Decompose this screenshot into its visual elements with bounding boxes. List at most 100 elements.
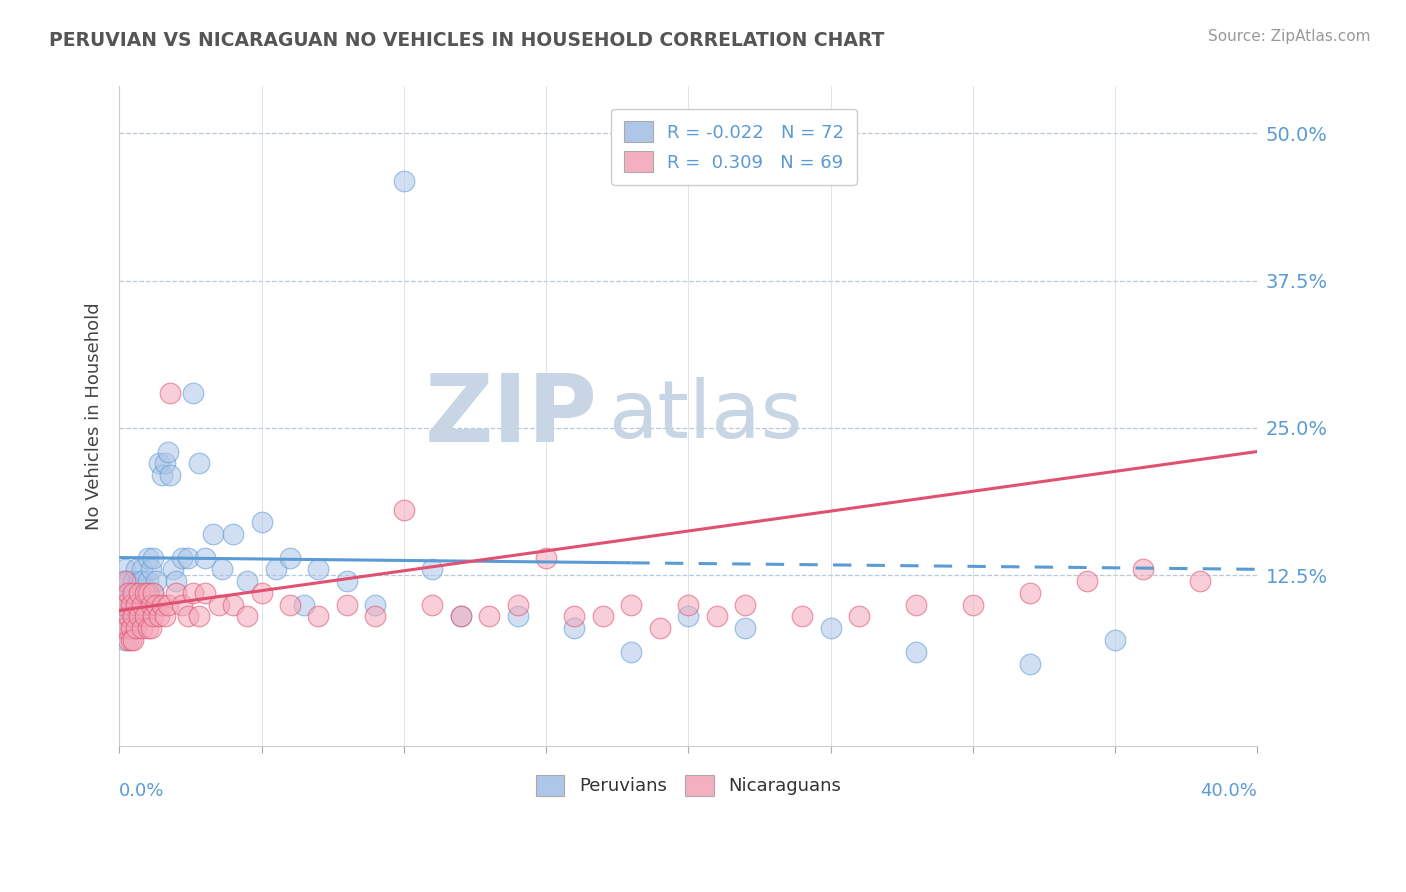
Point bbox=[131, 562, 153, 576]
Point bbox=[904, 645, 927, 659]
Point bbox=[176, 609, 198, 624]
Point bbox=[134, 586, 156, 600]
Point bbox=[1189, 574, 1212, 588]
Point bbox=[156, 598, 179, 612]
Point bbox=[392, 503, 415, 517]
Point bbox=[820, 621, 842, 635]
Point bbox=[114, 574, 136, 588]
Point bbox=[620, 645, 643, 659]
Point bbox=[117, 609, 139, 624]
Point bbox=[136, 621, 159, 635]
Text: PERUVIAN VS NICARAGUAN NO VEHICLES IN HOUSEHOLD CORRELATION CHART: PERUVIAN VS NICARAGUAN NO VEHICLES IN HO… bbox=[49, 31, 884, 50]
Point bbox=[202, 527, 225, 541]
Point bbox=[181, 385, 204, 400]
Point bbox=[564, 621, 586, 635]
Point bbox=[150, 598, 173, 612]
Point bbox=[222, 598, 245, 612]
Point bbox=[153, 609, 176, 624]
Point bbox=[620, 598, 643, 612]
Point bbox=[128, 609, 150, 624]
Point bbox=[114, 609, 136, 624]
Point bbox=[706, 609, 728, 624]
Point bbox=[678, 598, 700, 612]
Point bbox=[307, 609, 329, 624]
Text: 40.0%: 40.0% bbox=[1201, 782, 1257, 800]
Point bbox=[131, 621, 153, 635]
Point bbox=[222, 527, 245, 541]
Point bbox=[128, 574, 150, 588]
Point bbox=[120, 621, 142, 635]
Point bbox=[176, 550, 198, 565]
Point bbox=[114, 621, 136, 635]
Point bbox=[236, 609, 259, 624]
Point bbox=[142, 550, 165, 565]
Point bbox=[114, 562, 136, 576]
Point bbox=[592, 609, 614, 624]
Point bbox=[250, 515, 273, 529]
Point bbox=[1076, 574, 1098, 588]
Point bbox=[250, 586, 273, 600]
Point bbox=[120, 632, 142, 647]
Point bbox=[1018, 586, 1040, 600]
Point bbox=[156, 444, 179, 458]
Point bbox=[187, 609, 209, 624]
Point bbox=[648, 621, 671, 635]
Point bbox=[114, 598, 136, 612]
Point bbox=[139, 598, 162, 612]
Point bbox=[114, 632, 136, 647]
Point bbox=[111, 621, 134, 635]
Point bbox=[170, 550, 193, 565]
Point bbox=[790, 609, 813, 624]
Point bbox=[139, 598, 162, 612]
Text: ZIP: ZIP bbox=[425, 370, 598, 462]
Point bbox=[120, 598, 142, 612]
Point bbox=[128, 609, 150, 624]
Point bbox=[420, 598, 443, 612]
Point bbox=[420, 562, 443, 576]
Point bbox=[131, 598, 153, 612]
Point bbox=[848, 609, 870, 624]
Point bbox=[131, 598, 153, 612]
Point bbox=[478, 609, 501, 624]
Point bbox=[165, 586, 187, 600]
Point bbox=[159, 468, 181, 483]
Point bbox=[162, 562, 184, 576]
Point bbox=[208, 598, 231, 612]
Point bbox=[120, 598, 142, 612]
Point bbox=[450, 609, 472, 624]
Point bbox=[1104, 632, 1126, 647]
Point bbox=[117, 598, 139, 612]
Y-axis label: No Vehicles in Household: No Vehicles in Household bbox=[86, 302, 103, 530]
Point bbox=[125, 586, 148, 600]
Point bbox=[336, 574, 359, 588]
Point bbox=[145, 598, 167, 612]
Text: 0.0%: 0.0% bbox=[120, 782, 165, 800]
Point bbox=[117, 574, 139, 588]
Point bbox=[534, 550, 557, 565]
Point bbox=[122, 586, 145, 600]
Point bbox=[120, 586, 142, 600]
Point bbox=[904, 598, 927, 612]
Point bbox=[131, 574, 153, 588]
Point bbox=[139, 562, 162, 576]
Point bbox=[1132, 562, 1154, 576]
Point bbox=[142, 586, 165, 600]
Point bbox=[278, 598, 301, 612]
Point bbox=[136, 550, 159, 565]
Point bbox=[148, 456, 170, 470]
Point bbox=[136, 586, 159, 600]
Text: Source: ZipAtlas.com: Source: ZipAtlas.com bbox=[1208, 29, 1371, 44]
Point bbox=[392, 173, 415, 187]
Point bbox=[450, 609, 472, 624]
Point bbox=[159, 385, 181, 400]
Point bbox=[236, 574, 259, 588]
Point bbox=[122, 598, 145, 612]
Point bbox=[734, 598, 756, 612]
Point bbox=[145, 574, 167, 588]
Point bbox=[564, 609, 586, 624]
Point bbox=[278, 550, 301, 565]
Point bbox=[128, 586, 150, 600]
Point bbox=[125, 562, 148, 576]
Legend: Peruvians, Nicaraguans: Peruvians, Nicaraguans bbox=[529, 768, 848, 803]
Point bbox=[125, 598, 148, 612]
